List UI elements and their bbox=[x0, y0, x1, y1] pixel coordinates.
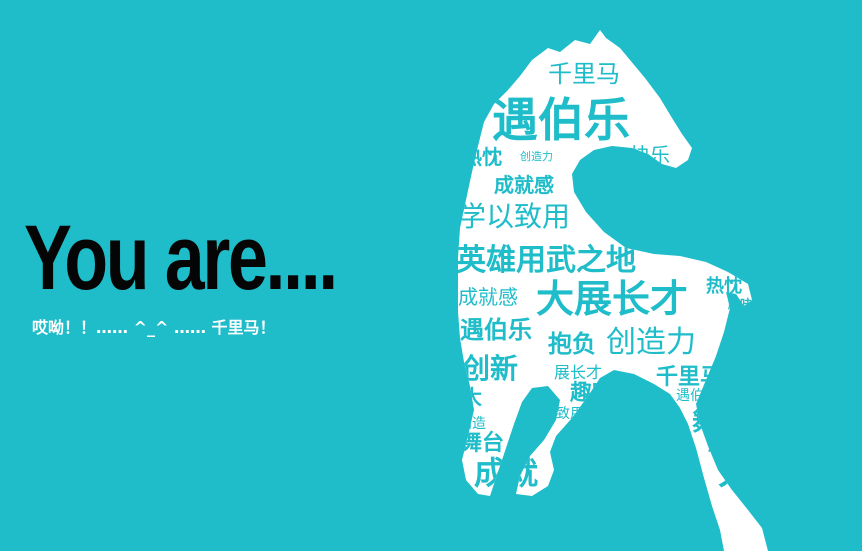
horse-word: 千里马 bbox=[548, 60, 620, 88]
horse-word: 大 bbox=[462, 385, 482, 409]
horse-word: 遇伯乐 bbox=[676, 388, 718, 404]
horse-word: 成就 bbox=[474, 454, 538, 492]
horse-word: 快乐 bbox=[562, 429, 594, 448]
horse-word: 舞台 bbox=[692, 406, 744, 437]
horse-word: 热忱 bbox=[706, 275, 742, 297]
horse-word: 抱负 bbox=[548, 330, 596, 358]
horse-word: 千里马 bbox=[656, 365, 722, 390]
horse-word: 创新 bbox=[461, 352, 518, 385]
horse-word: 趣味 bbox=[569, 380, 614, 406]
horse-word: 遇伯乐 bbox=[460, 316, 532, 344]
horse-word: 趣味 bbox=[727, 296, 752, 311]
horse-word: 成就感 bbox=[494, 173, 554, 197]
headline: You are.... bbox=[24, 207, 338, 309]
horse-word: 热忱 bbox=[462, 145, 502, 169]
horse-word: 展长才 bbox=[554, 363, 602, 382]
horse-word: 创造力 bbox=[606, 325, 696, 360]
horse-word: 遇伯乐 bbox=[492, 93, 630, 147]
horse-word: 大展长才 bbox=[536, 277, 688, 321]
horse-word: 快乐 bbox=[630, 143, 670, 167]
horse-word: 成就感 bbox=[458, 285, 518, 309]
horse-word: 学以致用 bbox=[458, 200, 570, 233]
horse-word: 成就 bbox=[708, 435, 740, 454]
horse-word: 学以致用 bbox=[528, 406, 584, 422]
horse-word: 舞台 bbox=[460, 430, 504, 456]
tagline: 哎呦！！…… ^_^ …… 千里马！ bbox=[32, 318, 276, 337]
horse-word: 英雄用武之地 bbox=[456, 243, 636, 278]
horse-word: 大展 bbox=[718, 453, 770, 493]
horse-word: 创造力 bbox=[520, 149, 553, 163]
horse-word: 创造 bbox=[458, 416, 486, 432]
